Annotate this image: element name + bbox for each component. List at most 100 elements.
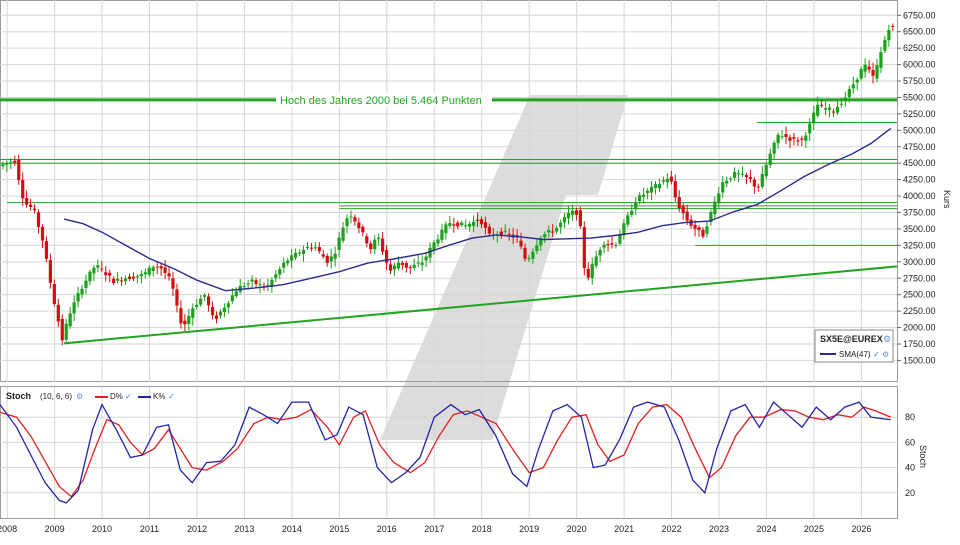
candle-up [187, 315, 191, 324]
candle-down [206, 296, 211, 306]
x-tick-label: 2019 [519, 524, 539, 534]
x-tick-label: 2016 [377, 524, 397, 534]
candle-up [760, 174, 764, 187]
candle-up [855, 79, 859, 83]
candle-up [887, 30, 891, 41]
stoch-tick-label: 20 [905, 488, 915, 498]
candle-down [131, 276, 136, 279]
sma-settings-icon[interactable]: ⚙ [882, 350, 889, 359]
candle-up [230, 295, 234, 302]
candle-up [772, 142, 776, 154]
candle-up [293, 252, 298, 258]
candle-up [705, 226, 709, 234]
candle-down [475, 219, 480, 222]
candle-up [614, 244, 618, 246]
symbol-label: SX5E@EUREX [820, 334, 883, 344]
candle-up [768, 153, 772, 166]
candle-down [365, 236, 369, 244]
candle-up [645, 190, 650, 193]
candle-down [677, 197, 681, 209]
candle-down [17, 159, 21, 181]
candle-down [21, 179, 25, 199]
candle-up [266, 285, 270, 287]
candle-up [151, 267, 155, 272]
k-legend-label: K% [153, 392, 165, 401]
candle-down [796, 140, 800, 142]
candle-up [721, 182, 725, 193]
symbol-settings-icon[interactable]: ⚙ [883, 334, 891, 344]
candle-down [353, 217, 357, 222]
candle-down [112, 278, 116, 284]
candle-down [456, 222, 460, 227]
candle-up [92, 267, 96, 274]
candle-up [203, 295, 207, 297]
candle-down [13, 160, 17, 163]
candle-down [179, 308, 183, 324]
candle-down [29, 204, 33, 207]
x-axis: 2008 2009 2010 2011 2012 2013 2014 2015 2016 2017… [0, 524, 871, 534]
candle-down [48, 260, 52, 283]
candle-down [159, 266, 163, 269]
y-tick-label: 3250.00 [903, 240, 936, 250]
candle-down [673, 181, 677, 198]
candle-down [210, 306, 215, 316]
y-tick-label: 5000.00 [903, 125, 936, 135]
candle-down [163, 267, 167, 273]
candle-up [570, 210, 575, 215]
candle-up [808, 123, 812, 134]
x-tick-label: 2018 [472, 524, 492, 534]
stoch-axis-title: Stoch [918, 445, 928, 468]
candle-down [756, 186, 760, 188]
candle-up [539, 238, 543, 246]
candle-down [582, 227, 586, 269]
candle-down [40, 226, 45, 241]
candle-up [250, 279, 254, 282]
candle-down [748, 177, 753, 179]
candle-up [333, 253, 337, 259]
candle-down [574, 210, 579, 215]
candle-up [68, 313, 72, 327]
candle-up [618, 235, 622, 244]
y-axis-title: Kurs [942, 190, 952, 209]
y-tick-label: 4250.00 [903, 175, 936, 185]
candle-up [527, 258, 531, 260]
candle-down [578, 210, 582, 227]
candle-up [590, 264, 594, 279]
candle-up [329, 256, 333, 262]
candle-up [531, 251, 535, 259]
candle-up [143, 272, 147, 275]
stoch-k-line [0, 401, 891, 504]
sma-check-icon[interactable]: ✓ [873, 350, 880, 359]
candle-down [175, 289, 179, 306]
candle-up [373, 239, 377, 250]
y-tick-label: 2000.00 [903, 323, 936, 333]
stoch-panel-frame [0, 386, 898, 519]
x-tick-label: 2013 [234, 524, 254, 534]
candle-up [290, 255, 294, 261]
watermark-logo [380, 95, 628, 440]
candles [1, 23, 895, 346]
candle-down [820, 104, 824, 106]
candle-up [543, 233, 547, 238]
candle-up [823, 108, 828, 110]
candle-up [64, 323, 68, 340]
candle-up [740, 173, 745, 175]
candle-down [891, 25, 895, 27]
candle-down [408, 267, 412, 269]
k-check-icon[interactable]: ✓ [168, 392, 175, 401]
y-tick-label: 2250.00 [903, 306, 936, 316]
annotation-text: Hoch des Jahres 2000 bei 5.464 Punkten [280, 95, 482, 107]
candle-up [851, 84, 855, 89]
stoch-header: Stoch (10, 6, 6) ⚙ D% ✓ K% ✓ [6, 391, 175, 401]
stoch-tick-label: 80 [905, 412, 915, 422]
stoch-settings-icon[interactable]: ⚙ [76, 392, 83, 401]
candle-up [736, 173, 741, 175]
candle-up [9, 161, 13, 163]
d-check-icon[interactable]: ✓ [125, 392, 132, 401]
candle-down [119, 280, 124, 282]
watermark-shape [380, 95, 628, 440]
candle-down [127, 276, 132, 279]
candle-up [717, 193, 721, 204]
candle-up [246, 283, 250, 285]
y-tick-label: 4500.00 [903, 158, 936, 168]
